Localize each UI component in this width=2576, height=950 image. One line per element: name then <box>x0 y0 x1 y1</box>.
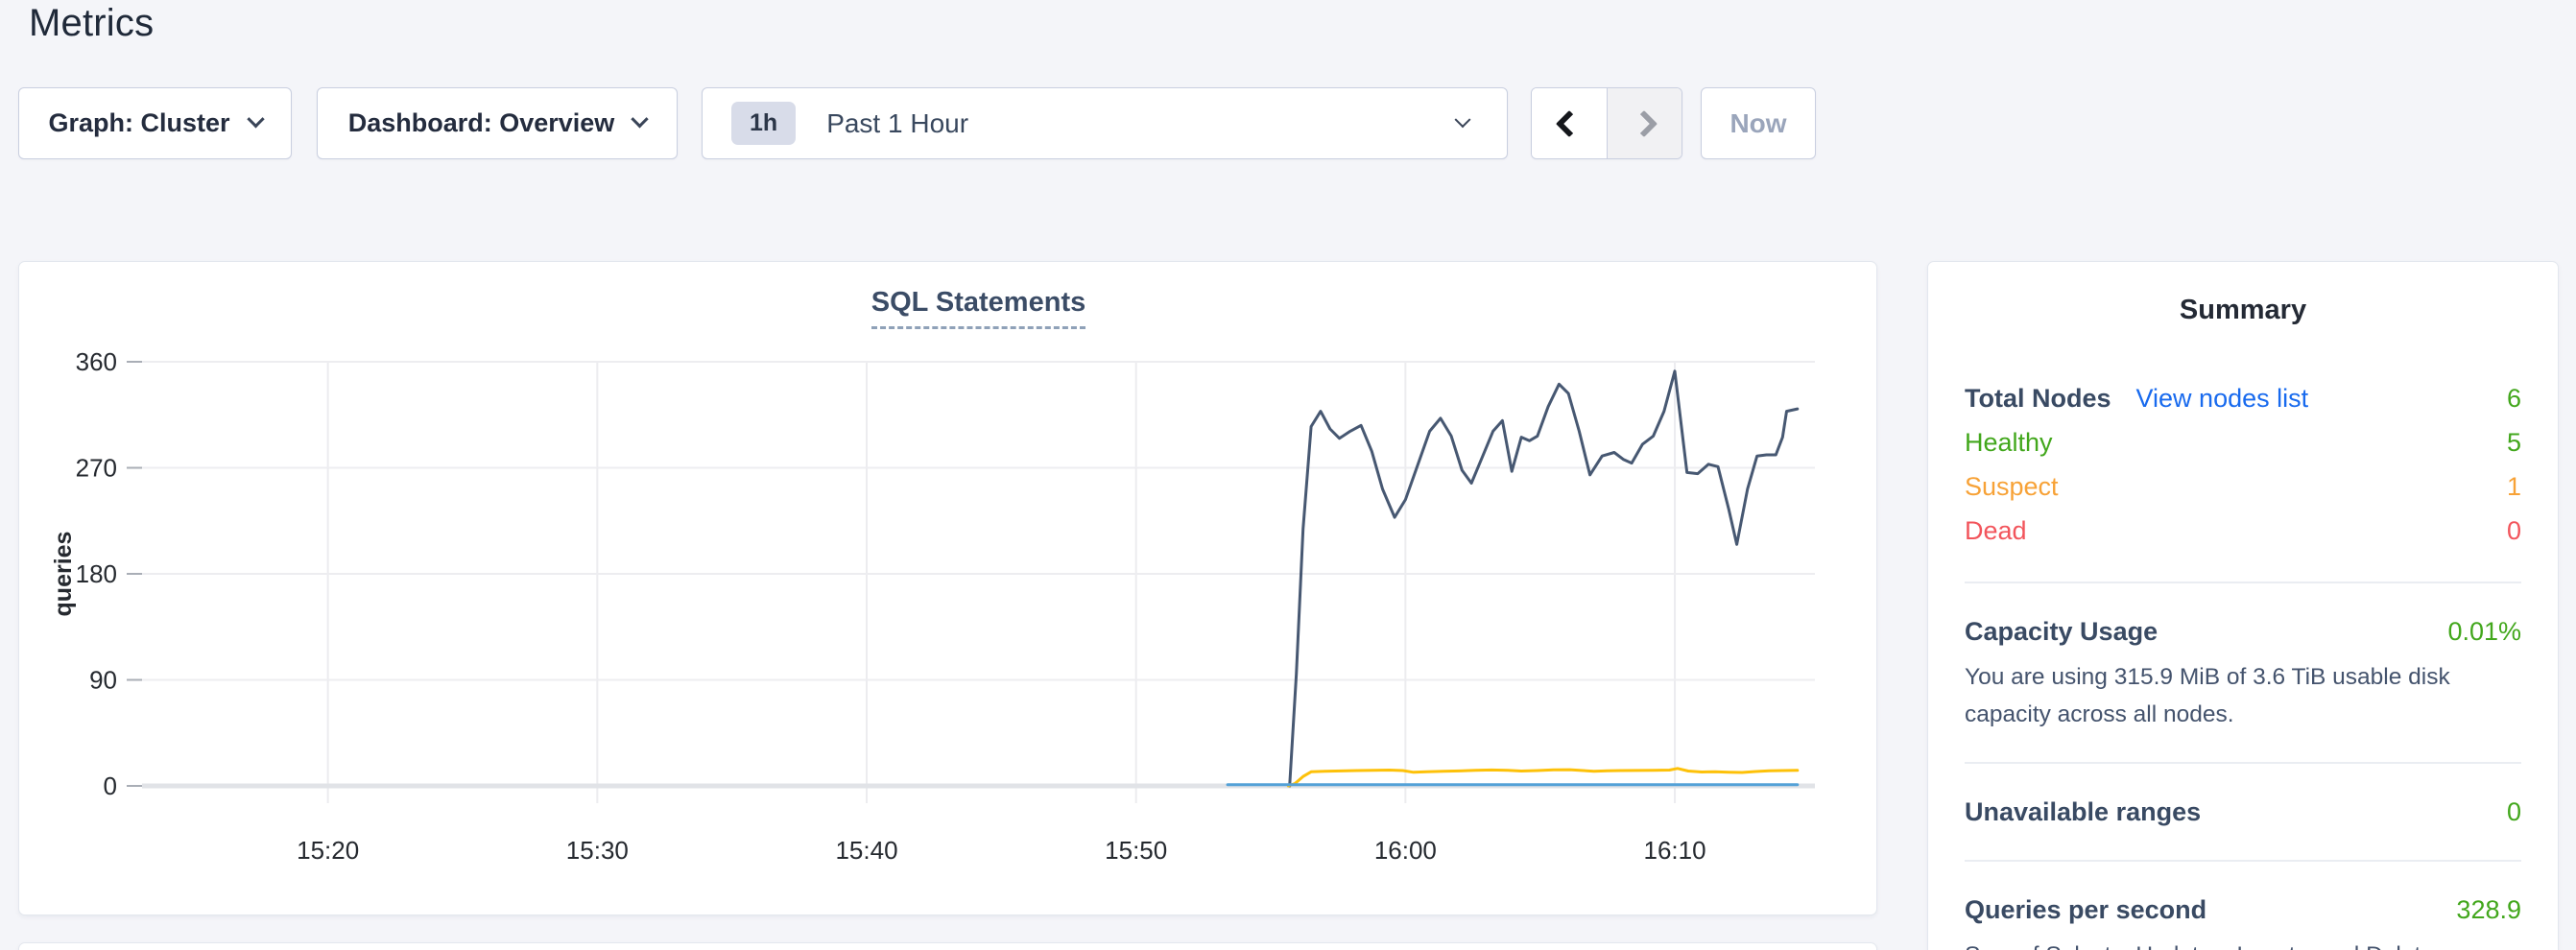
dashboard-dropdown[interactable]: Dashboard: Overview <box>317 87 678 159</box>
svg-text:16:10: 16:10 <box>1644 836 1706 865</box>
svg-text:90: 90 <box>89 666 117 695</box>
prev-time-button[interactable] <box>1532 88 1607 158</box>
now-button[interactable]: Now <box>1701 87 1816 159</box>
queries-per-second-description: Sum of Selects, Updates, Inserts, and De… <box>1965 937 2521 950</box>
capacity-usage-description: You are using 315.9 MiB of 3.6 TiB usabl… <box>1965 664 2450 727</box>
chevron-down-icon <box>1454 110 1471 128</box>
unavailable-ranges-value: 0 <box>2506 797 2521 826</box>
capacity-usage-row: Capacity Usage 0.01% <box>1965 612 2521 651</box>
chevron-down-icon <box>246 110 265 129</box>
healthy-value: 5 <box>2506 428 2521 457</box>
next-chart-panel <box>18 942 1877 950</box>
svg-text:15:20: 15:20 <box>297 836 359 865</box>
svg-text:15:50: 15:50 <box>1105 836 1167 865</box>
svg-text:15:40: 15:40 <box>835 836 897 865</box>
dead-label: Dead <box>1965 516 2027 545</box>
page-title: Metrics <box>29 2 155 44</box>
suspect-value: 1 <box>2506 472 2521 501</box>
capacity-usage-label: Capacity Usage <box>1965 617 2159 646</box>
dead-value: 0 <box>2506 516 2521 545</box>
healthy-label: Healthy <box>1965 428 2053 457</box>
total-nodes-row: Total Nodes View nodes list 6 <box>1965 376 2521 420</box>
divider <box>1965 762 2521 764</box>
dashboard-dropdown-label: Dashboard: Overview <box>347 108 615 137</box>
capacity-usage-value: 0.01% <box>2447 617 2521 646</box>
divider <box>1965 860 2521 862</box>
dead-row: Dead 0 <box>1965 509 2521 553</box>
time-range-label: Past 1 Hour <box>826 107 969 138</box>
unavailable-ranges-row: Unavailable ranges 0 <box>1965 793 2521 831</box>
chevron-down-icon <box>631 110 649 129</box>
chevron-left-icon <box>1555 109 1583 137</box>
queries-per-second-row: Queries per second 328.9 <box>1965 891 2521 929</box>
svg-text:0: 0 <box>104 772 117 800</box>
svg-text:16:00: 16:00 <box>1374 836 1437 865</box>
chart-title[interactable]: SQL Statements <box>871 287 1086 329</box>
graph-dropdown-label: Graph: Cluster <box>48 108 230 137</box>
time-pager <box>1531 87 1682 159</box>
suspect-label: Suspect <box>1965 472 2059 501</box>
total-nodes-label: Total Nodes <box>1965 384 2111 413</box>
healthy-row: Healthy 5 <box>1965 420 2521 464</box>
svg-text:180: 180 <box>76 559 117 588</box>
time-range-badge: 1h <box>731 102 797 145</box>
summary-panel: Summary Total Nodes View nodes list 6 He… <box>1927 261 2559 950</box>
sql-statements-panel: SQL Statements 15:20 15:30 15:40 15:50 16:00… <box>18 261 1877 915</box>
next-time-button[interactable] <box>1606 88 1682 158</box>
total-nodes-value: 6 <box>2506 384 2521 413</box>
queries-per-second-value: 328.9 <box>2456 895 2521 924</box>
svg-text:270: 270 <box>76 454 117 483</box>
view-nodes-list-link[interactable]: View nodes list <box>2135 384 2309 413</box>
queries-per-second-label: Queries per second <box>1965 895 2207 924</box>
divider <box>1965 582 2521 583</box>
graph-dropdown[interactable]: Graph: Cluster <box>18 87 292 159</box>
svg-text:15:30: 15:30 <box>566 836 629 865</box>
svg-text:queries: queries <box>50 532 77 617</box>
chevron-right-icon <box>1631 109 1658 137</box>
svg-text:360: 360 <box>76 347 117 376</box>
summary-title: Summary <box>2179 295 2307 325</box>
time-range-selector[interactable]: 1h Past 1 Hour <box>702 87 1508 159</box>
unavailable-ranges-label: Unavailable ranges <box>1965 797 2202 826</box>
suspect-row: Suspect 1 <box>1965 464 2521 509</box>
sql-chart-svg[interactable]: 15:20 15:30 15:40 15:50 16:00 16:10 0 90 180 270 3… <box>19 262 1878 895</box>
chart-title-wrap: SQL Statements <box>142 287 1815 329</box>
